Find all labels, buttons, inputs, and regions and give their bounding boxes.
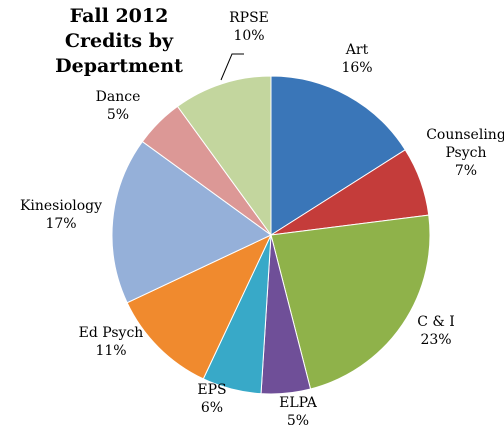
data-label-ed-psych: Ed Psych 11%	[79, 325, 144, 359]
data-label-rpse: RPSE 10%	[229, 10, 269, 44]
chart-title: Fall 2012	[69, 5, 169, 27]
data-label-art: Art 16%	[341, 42, 372, 76]
data-label-c-i: C & I 23%	[417, 314, 455, 348]
data-label-eps: EPS 6%	[197, 382, 226, 416]
data-label-counseling-psych: Counseling Psych 7%	[426, 127, 504, 179]
data-label-elpa: ELPA 5%	[279, 395, 318, 429]
data-label-dance: Dance 5%	[96, 89, 141, 123]
pie-slice-kinesiology	[111, 140, 272, 304]
pie-slice-art	[270, 75, 406, 236]
pie-slice-ed-psych	[126, 233, 273, 380]
chart-title-block: Fall 2012 Credits by Department	[4, 4, 234, 79]
data-label-kinesiology: Kinesiology 17%	[20, 198, 102, 232]
leader-line-rpse	[220, 53, 244, 81]
pie-slice-c-i	[270, 214, 431, 390]
pie-slice-rpse	[176, 75, 272, 237]
chart-subtitle: Credits by Department	[55, 30, 183, 77]
